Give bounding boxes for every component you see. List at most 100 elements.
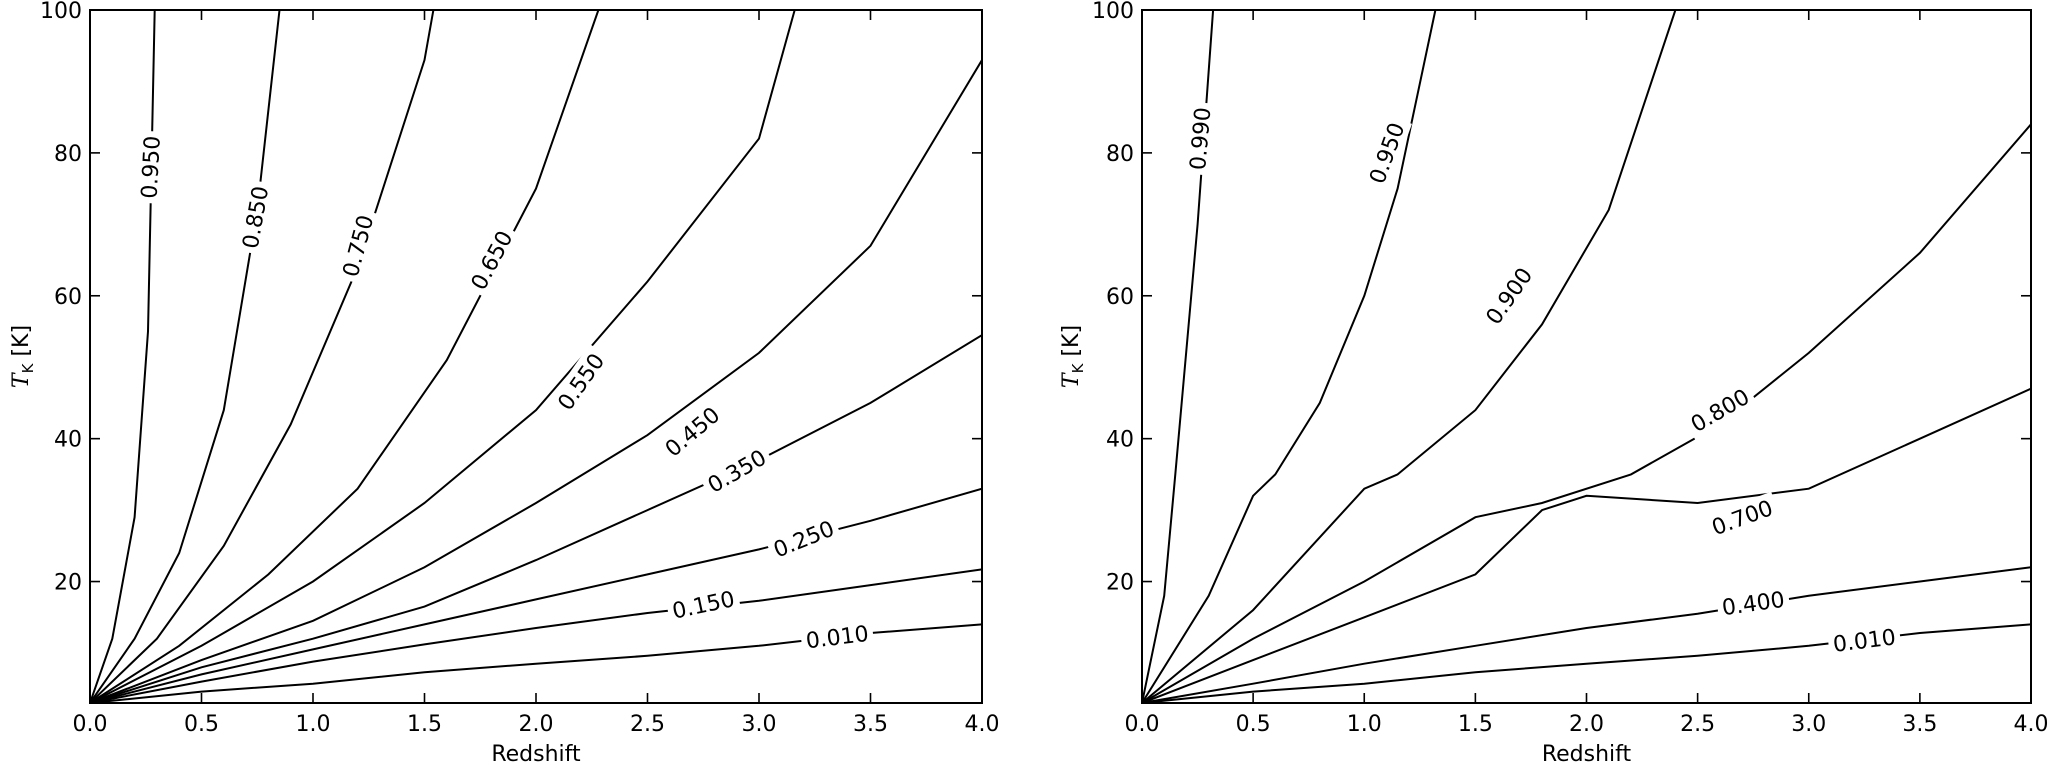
x-tick-label: 0.5 [184, 712, 219, 737]
y-tick-label: 100 [1092, 0, 1134, 24]
x-axis-label: Redshift [1542, 742, 1632, 762]
x-tick-label: 2.5 [630, 712, 665, 737]
contour-label-group-0.400: 0.400 [1715, 584, 1791, 622]
x-tick-label: 3.5 [1902, 712, 1937, 737]
contour-label: 0.800 [1687, 385, 1754, 438]
contour-label-group-0.250: 0.250 [764, 512, 843, 566]
contour-label-gap [134, 130, 167, 204]
y-tick-label: 20 [1106, 571, 1134, 596]
contour-label: 0.150 [670, 587, 737, 625]
contour-label: 0.900 [1482, 264, 1539, 330]
x-tick-label: 3.5 [853, 712, 888, 737]
y-axis-label-sub: K [19, 362, 37, 373]
contour-line-0.950 [90, 10, 156, 703]
x-tick-label: 1.5 [1458, 712, 1493, 737]
contour-label: 0.350 [704, 446, 771, 499]
y-tick-label: 20 [54, 571, 82, 596]
x-tick-label: 2.5 [1680, 712, 1715, 737]
y-tick-label: 40 [54, 428, 82, 453]
contour-label-group-0.700: 0.700 [1703, 491, 1781, 543]
y-tick-label: 40 [1106, 428, 1134, 453]
contour-line-0.800 [1142, 123, 2031, 703]
contour-label-gap [1703, 491, 1781, 543]
contour-line-0.550 [90, 10, 796, 703]
contour-label-gap [234, 179, 276, 256]
contour-label-gap [1476, 258, 1541, 334]
contour-label-gap [462, 221, 521, 299]
x-tick-label: 1.0 [1347, 712, 1382, 737]
contour-label-gap [799, 618, 875, 655]
y-axis-label-unit: [K] [9, 325, 34, 364]
contour-label-group-0.450: 0.450 [655, 397, 729, 466]
y-axis-label: TK [K] [9, 325, 37, 388]
contour-line-0.750 [90, 10, 435, 703]
x-tick-label: 2.0 [519, 712, 554, 737]
contour-label-group-0.010: 0.010 [1826, 621, 1902, 659]
contour-label-group-0.800: 0.800 [1681, 379, 1758, 441]
y-axis-label-unit: [K] [1059, 325, 1084, 364]
y-tick-label: 80 [1106, 142, 1134, 167]
contour-label: 0.550 [554, 349, 611, 415]
plot-frame [1141, 9, 2032, 704]
x-tick-label: 4.0 [2014, 712, 2049, 737]
y-tick-label: 60 [1106, 285, 1134, 310]
contour-label-group-0.950: 0.950 [134, 130, 167, 204]
y-tick-label: 100 [40, 0, 82, 24]
x-tick-label: 4.0 [965, 712, 1000, 737]
contour-label-gap [334, 207, 381, 285]
contour-lines [1142, 10, 2031, 703]
x-axis-label: Redshift [491, 742, 581, 762]
contour-label-group-0.550: 0.550 [548, 343, 613, 420]
contour-line-0.150 [90, 568, 982, 703]
contour-label-group-0.750: 0.750 [334, 207, 381, 285]
contour-label: 0.990 [1186, 106, 1216, 171]
contour-label: 0.950 [138, 135, 166, 199]
contour-label-group-0.850: 0.850 [234, 179, 276, 256]
contour-label-group-0.150: 0.150 [665, 583, 742, 626]
y-axis-label-main: T [9, 371, 34, 388]
y-axis-label-main: T [1059, 371, 1084, 388]
x-tick-label: 3.0 [1791, 712, 1826, 737]
x-tick-label: 0.5 [1236, 712, 1271, 737]
contour-label-gap [655, 397, 729, 466]
contour-label-gap [1361, 114, 1412, 192]
x-tick-label: 1.0 [296, 712, 331, 737]
contour-label-group-0.010: 0.010 [799, 618, 875, 655]
contour-label-gap [698, 440, 775, 501]
x-tick-label: 3.0 [742, 712, 777, 737]
contour-line-0.900 [1142, 10, 1677, 703]
contour-line-0.850 [90, 10, 281, 703]
contour-label-gap [548, 343, 613, 420]
contour-label: 0.650 [467, 227, 519, 294]
x-tick-label: 0.0 [73, 712, 108, 737]
contour-lines [90, 10, 982, 703]
contour-label-gap [1182, 101, 1217, 176]
contour-line-0.250 [90, 487, 982, 703]
contour-label-gap [1681, 379, 1758, 441]
x-tick-label: 1.5 [407, 712, 442, 737]
contour-label-group-0.650: 0.650 [462, 221, 521, 299]
y-tick-label: 80 [54, 142, 82, 167]
contour-label-group-0.900: 0.900 [1476, 258, 1541, 334]
x-tick-label: 2.0 [1569, 712, 1604, 737]
contour-line-0.350 [90, 334, 982, 703]
contour-label-gap [1715, 584, 1791, 622]
contour-line-0.400 [1142, 566, 2031, 703]
contour-label-group-0.350: 0.350 [698, 440, 775, 501]
contour-label-gap [665, 583, 742, 626]
y-tick-label: 60 [54, 285, 82, 310]
y-axis-label-sub: K [1069, 362, 1087, 373]
x-tick-label: 0.0 [1125, 712, 1160, 737]
y-axis-label: TK [K] [1059, 325, 1087, 388]
contour-line-0.650 [90, 10, 600, 703]
contour-label-group-0.990: 0.990 [1182, 101, 1217, 176]
contour-line-0.450 [90, 59, 982, 703]
contour-line-0.950 [1142, 10, 1437, 703]
contour-label-gap [764, 512, 843, 566]
contour-label: 0.850 [239, 184, 275, 250]
contour-line-0.700 [1142, 387, 2031, 703]
contour-label-gap [1826, 621, 1902, 659]
